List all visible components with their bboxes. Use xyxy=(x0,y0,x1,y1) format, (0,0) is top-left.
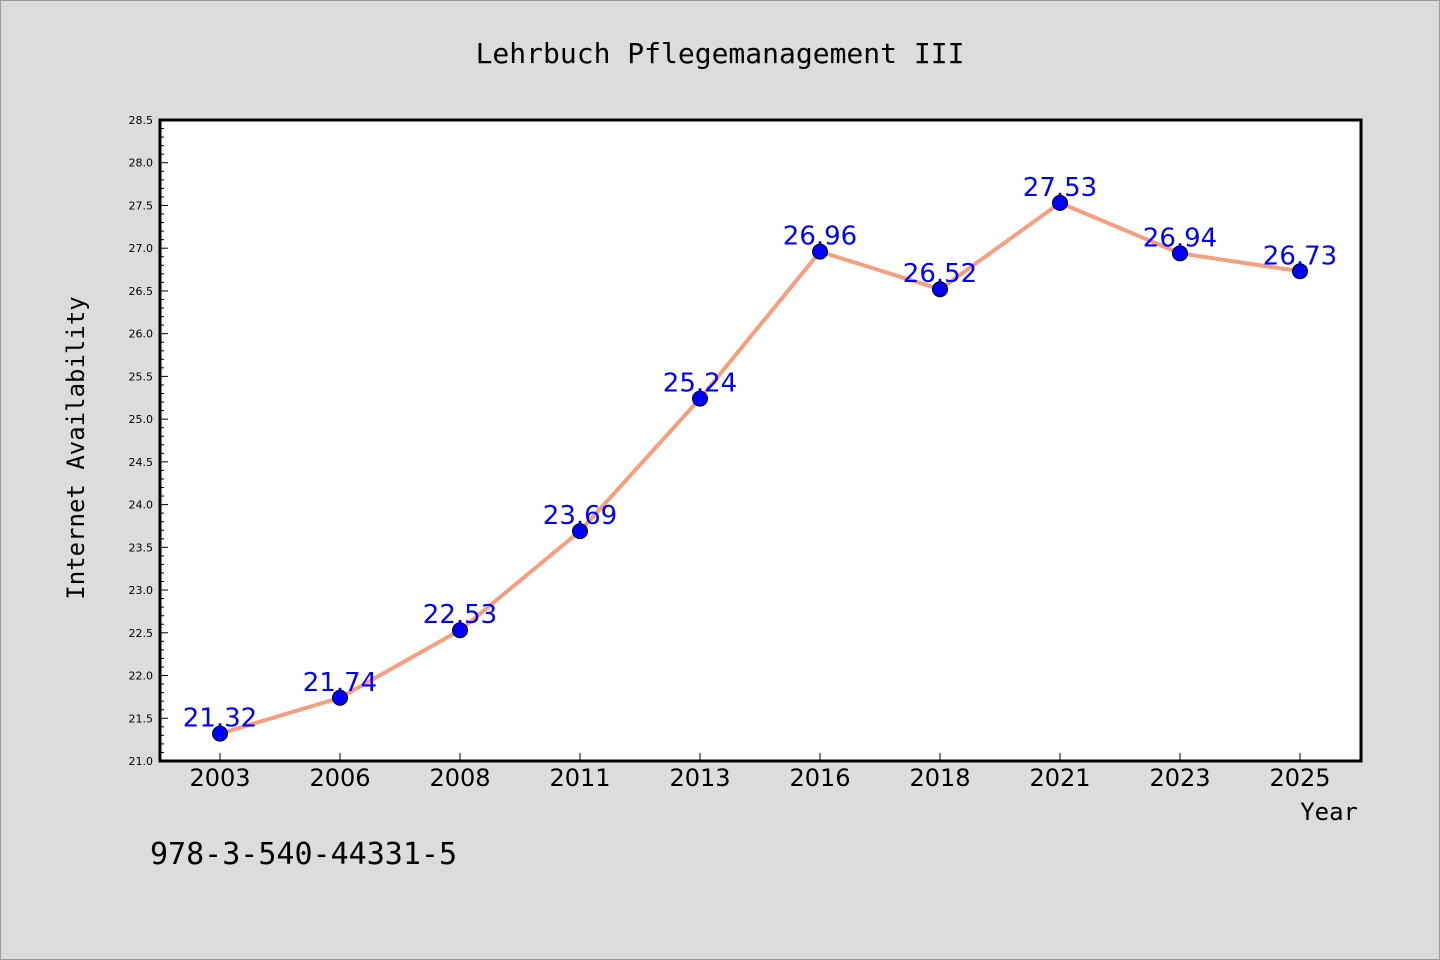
x-tick-label: 2008 xyxy=(429,764,490,792)
data-point xyxy=(692,390,708,407)
y-tick-label: 22.5 xyxy=(129,627,154,640)
x-tick-label: 2021 xyxy=(1029,764,1090,792)
data-label: 26.52 xyxy=(903,259,977,289)
y-tick-label: 26.5 xyxy=(129,285,154,298)
x-axis: 2003 2006 2008 2011 2013 2016 2018 2021 2023 2025 xyxy=(189,753,1331,792)
y-tick-label: 23.0 xyxy=(129,584,154,597)
y-tick-label: 25.5 xyxy=(129,370,154,383)
x-axis-label: Year xyxy=(1300,798,1358,826)
x-tick-label: 2016 xyxy=(789,764,850,792)
data-point xyxy=(932,281,948,298)
x-tick-label: 2003 xyxy=(189,764,250,792)
data-label: 26.94 xyxy=(1143,223,1217,253)
data-point xyxy=(452,622,468,639)
data-label: 26.73 xyxy=(1263,241,1337,271)
data-label: 21.74 xyxy=(303,668,377,698)
x-tick-label: 2006 xyxy=(309,764,370,792)
x-tick-label: 2023 xyxy=(1149,764,1210,792)
data-label: 25.24 xyxy=(663,369,737,399)
y-tick-label: 26.0 xyxy=(129,328,154,341)
data-point xyxy=(812,243,828,260)
data-label: 22.53 xyxy=(423,600,497,630)
series-line xyxy=(219,200,1301,736)
y-tick-label: 27.0 xyxy=(129,242,154,255)
plot-area xyxy=(158,118,1363,763)
series-layer: 21.32 21.74 22.53 23.69 25.24 26.96 26.52 27.53… xyxy=(183,173,1337,742)
y-tick-label: 23.5 xyxy=(129,541,154,554)
y-axis-label: Internet Availability xyxy=(62,296,90,599)
y-tick-label: 28.0 xyxy=(129,157,154,170)
data-point xyxy=(1052,194,1068,211)
y-tick-label: 27.5 xyxy=(129,199,154,212)
data-label: 21.32 xyxy=(183,704,257,734)
y-tick-label: 24.0 xyxy=(129,499,154,512)
y-tick-label: 21.0 xyxy=(129,755,154,768)
y-axis: 21.0 21.5 22.0 22.5 23.0 23.5 24.0 24.5 25.0 25.5… xyxy=(129,114,168,768)
y-tick-label: 28.5 xyxy=(129,114,154,127)
data-point xyxy=(572,523,588,540)
data-point xyxy=(1292,263,1308,280)
data-point xyxy=(212,725,228,742)
data-label: 26.96 xyxy=(783,222,857,252)
chart-title: Lehrbuch Pflegemanagement III xyxy=(476,37,965,70)
x-tick-label: 2025 xyxy=(1269,764,1330,792)
data-point xyxy=(332,689,348,706)
y-tick-label: 24.5 xyxy=(129,456,154,469)
y-tick-label: 21.5 xyxy=(129,712,154,725)
data-label: 27.53 xyxy=(1023,173,1097,203)
y-tick-label: 22.0 xyxy=(129,670,154,683)
data-label: 23.69 xyxy=(543,501,617,531)
data-point xyxy=(1172,245,1188,262)
x-tick-label: 2013 xyxy=(669,764,730,792)
x-tick-label: 2011 xyxy=(549,764,610,792)
y-tick-label: 25.0 xyxy=(129,413,154,426)
isbn-text: 978-3-540-44331-5 xyxy=(150,837,457,872)
x-tick-label: 2018 xyxy=(909,764,970,792)
